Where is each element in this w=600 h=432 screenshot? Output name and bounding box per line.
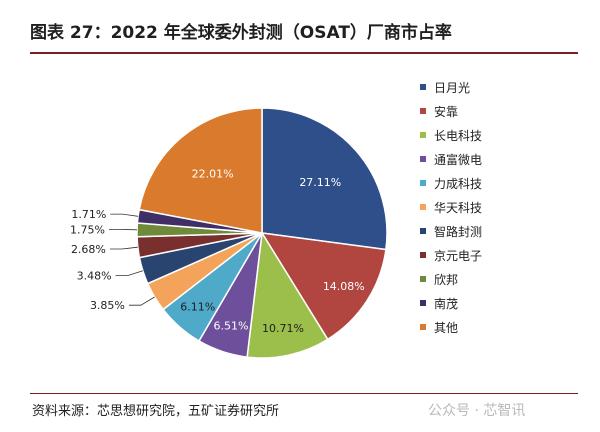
leader-line-slice-7 (115, 270, 144, 277)
data-label-slice-8: 2.68% (71, 243, 106, 256)
legend-label-slice-11: 其他 (434, 321, 458, 335)
legend-label-slice-5: 力成科技 (434, 177, 482, 191)
pie-slice-3 (246, 230, 329, 359)
leader-line-slice-10 (110, 213, 139, 217)
legend-label-slice-2: 安靠 (434, 104, 458, 119)
legend-label-slice-3: 长电科技 (434, 129, 482, 143)
legend-swatch-slice-10 (420, 300, 426, 306)
leader-line-slice-8 (109, 246, 138, 250)
data-label-slice-10: 1.71% (71, 208, 106, 221)
leader-line-slice-6 (128, 296, 155, 306)
legend-swatch-slice-3 (420, 132, 426, 138)
data-label-slice-2: 14.08% (323, 280, 365, 293)
data-label-slice-5: 6.11% (180, 300, 215, 313)
legend-swatch-slice-6 (420, 204, 426, 210)
data-label-slice-6: 3.85% (90, 299, 125, 312)
watermark: 公众号 · 芯智讯 (428, 403, 526, 419)
source-note: 资料来源：芯思想研究院，五矿证券研究所 (32, 404, 280, 419)
legend-swatch-slice-4 (420, 156, 426, 162)
legend-label-slice-9: 欣邦 (434, 273, 458, 287)
legend-swatch-slice-5 (420, 180, 426, 186)
data-label-slice-1: 27.11% (299, 176, 341, 189)
data-label-slice-11: 22.01% (192, 167, 234, 180)
legend-label-slice-7: 智路封测 (434, 224, 482, 239)
legend-label-slice-4: 通富微电 (434, 152, 482, 167)
data-label-slice-4: 6.51% (214, 319, 249, 332)
legend-swatch-slice-11 (420, 324, 426, 330)
title-rule (30, 52, 578, 54)
data-label-slice-3: 10.71% (262, 322, 304, 335)
pie-slice-11 (138, 107, 263, 234)
legend-label-slice-10: 南茂 (434, 296, 458, 311)
pie-slice-2 (260, 232, 387, 341)
data-label-slice-9: 1.75% (70, 223, 105, 236)
slice-labels: 27.11% 14.08% 10.71% 6.51% 6.11% 3.85% 3.48% 2.… (70, 167, 365, 335)
legend-swatch-slice-7 (420, 228, 426, 234)
pie-slices (136, 107, 388, 359)
legend-label-slice-1: 日月光 (434, 81, 470, 95)
legend-label-slice-8: 京元电子 (434, 249, 482, 263)
legend-swatch-slice-9 (420, 276, 426, 282)
legend-swatch-slice-8 (420, 252, 426, 258)
legend-label-slice-6: 华天科技 (434, 201, 482, 215)
chart-title: 图表 27：2022 年全球委外封测（OSAT）厂商市占率 (30, 23, 452, 43)
data-label-slice-7: 3.48% (77, 270, 112, 283)
pie-slice-1 (261, 107, 388, 251)
legend-swatch-slice-2 (420, 108, 426, 114)
legend-swatch-slice-1 (420, 84, 426, 90)
source-rule (30, 393, 578, 394)
